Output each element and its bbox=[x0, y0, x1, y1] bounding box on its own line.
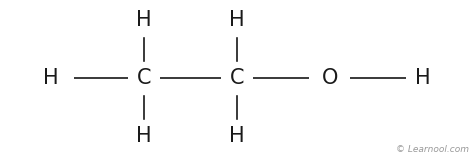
Text: H: H bbox=[415, 68, 431, 88]
Text: H: H bbox=[43, 68, 59, 88]
Text: C: C bbox=[137, 68, 151, 88]
Text: H: H bbox=[136, 126, 152, 146]
Text: H: H bbox=[229, 10, 245, 30]
Text: O: O bbox=[322, 68, 338, 88]
Text: © Learnool.com: © Learnool.com bbox=[396, 145, 469, 154]
Text: H: H bbox=[229, 126, 245, 146]
Text: C: C bbox=[230, 68, 244, 88]
Text: H: H bbox=[136, 10, 152, 30]
